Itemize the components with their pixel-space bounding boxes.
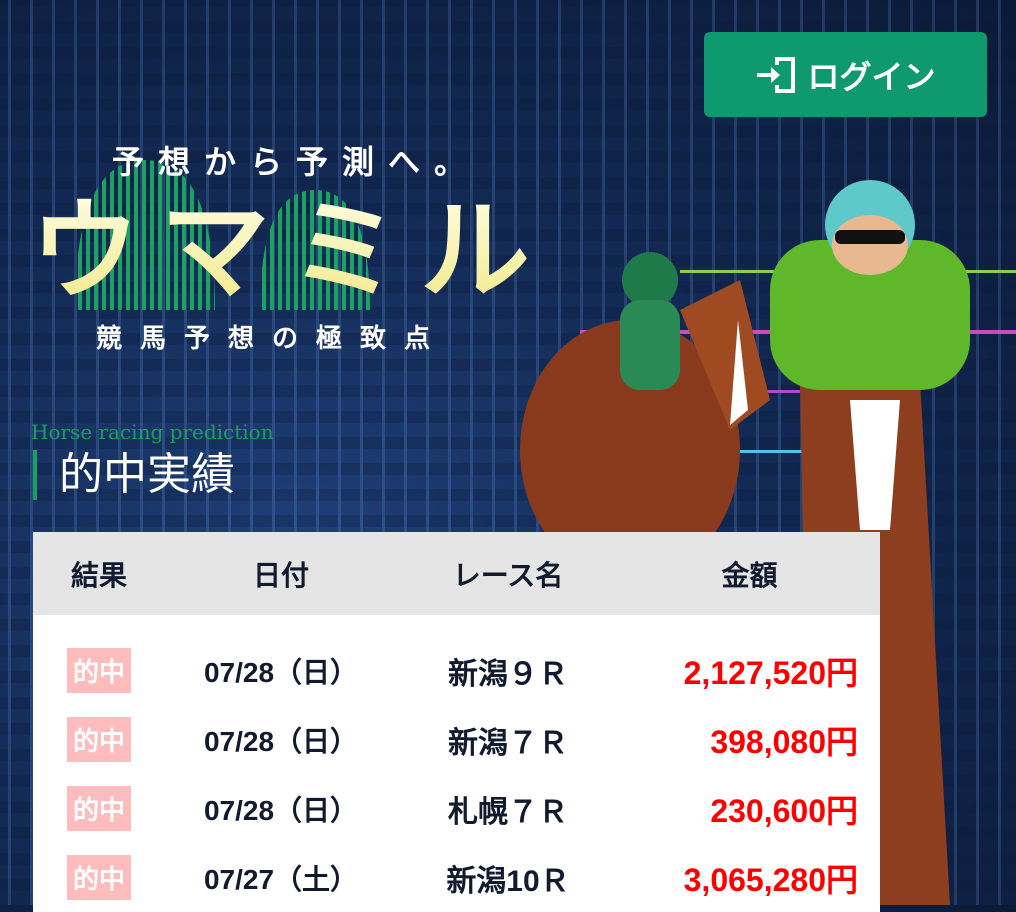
amount-cell: 230,600円	[710, 792, 858, 829]
date-cell: 07/28（日）	[203, 794, 359, 826]
hit-badge: 的中	[66, 717, 131, 762]
column-header-date: 日付	[165, 532, 397, 615]
table-row: 的中 07/28（日） 新潟９Ｒ 2,127,520円	[33, 615, 880, 705]
hit-badge: 的中	[66, 855, 131, 900]
result-cell: 的中	[33, 774, 165, 843]
column-header-amount: 金額	[619, 532, 880, 615]
hero-tagline: 予想から予測へ。	[112, 143, 481, 181]
results-table: 結果 日付 レース名 金額 的中 07/28（日） 新潟９Ｒ 2,127,520…	[33, 532, 880, 912]
column-header-result: 結果	[33, 532, 165, 615]
race-cell: 新潟10Ｒ	[446, 864, 570, 898]
login-button[interactable]: ログイン	[704, 32, 987, 117]
door-enter-icon	[757, 56, 796, 93]
date-cell: 07/28（日）	[203, 725, 359, 757]
result-cell: 的中	[33, 705, 165, 774]
race-cell: 新潟７Ｒ	[448, 726, 568, 760]
date-cell: 07/27（土）	[203, 863, 359, 895]
date-cell: 07/28（日）	[203, 656, 359, 688]
table-row: 的中 07/27（土） 新潟10Ｒ 3,065,280円	[33, 843, 880, 912]
table-row: 的中 07/28（日） 札幌７Ｒ 230,600円	[33, 774, 880, 843]
amount-cell: 3,065,280円	[683, 861, 858, 898]
amount-cell: 2,127,520円	[683, 654, 858, 691]
race-cell: 新潟９Ｒ	[448, 657, 568, 691]
hit-badge: 的中	[66, 648, 131, 693]
result-cell: 的中	[33, 843, 165, 912]
section-eyebrow: Horse racing prediction	[31, 420, 274, 444]
login-label: ログイン	[807, 57, 936, 96]
hit-badge: 的中	[66, 786, 131, 831]
table-row: 的中 07/28（日） 新潟７Ｒ 398,080円	[33, 705, 880, 774]
hero-subtitle: 競馬予想の極致点	[96, 324, 449, 354]
logo-arches-decoration	[75, 160, 370, 310]
result-cell: 的中	[33, 615, 165, 705]
race-cell: 札幌７Ｒ	[448, 795, 568, 829]
table-header-row: 結果 日付 レース名 金額	[33, 532, 880, 615]
section-title: 的中実績	[33, 450, 235, 500]
site-logo[interactable]: ウマミル	[30, 187, 550, 315]
column-header-race: レース名	[397, 532, 619, 615]
amount-cell: 398,080円	[710, 723, 858, 760]
